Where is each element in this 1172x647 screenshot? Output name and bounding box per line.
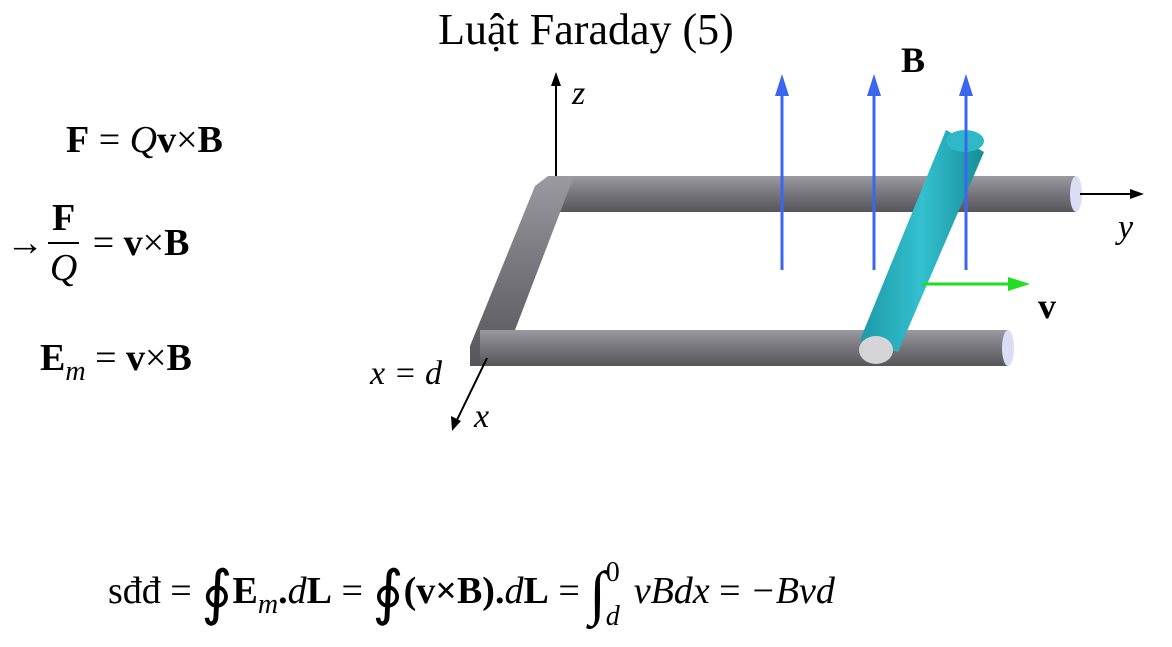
left-rail <box>470 176 574 366</box>
cross-product-sign: × <box>142 222 165 264</box>
equals-sign: = <box>83 222 124 264</box>
field-E-symbol: E <box>40 337 66 379</box>
differential-d: d <box>287 570 307 612</box>
contour-integral-sign: ∮ <box>372 560 404 626</box>
force-per-charge-equation: → F Q = v×B <box>6 196 189 290</box>
front-rail <box>480 330 1014 366</box>
equals-sign: = <box>709 570 751 612</box>
equals-sign: = <box>331 570 373 612</box>
emf-integral-equation: sđđ = ∮Em.dL = ∮(v×B).dL = ∫0dvBdx = −Bv… <box>108 548 835 632</box>
y-axis-label: y <box>1115 209 1134 246</box>
equals-sign: = <box>85 337 127 379</box>
charge-symbol: Q <box>129 119 158 161</box>
field-B-label: B <box>901 40 925 80</box>
fraction-denominator: Q <box>49 247 78 289</box>
field-symbol: B <box>197 119 223 161</box>
field-arrowhead <box>867 74 881 96</box>
velocity-arrow <box>922 277 1030 291</box>
x-axis <box>451 357 488 431</box>
lower-limit: d <box>605 601 620 632</box>
velocity-symbol: v <box>126 337 146 379</box>
back-rail <box>557 176 1082 212</box>
page-title: Luật Faraday (5) <box>438 5 734 54</box>
equals-sign: = <box>160 570 202 612</box>
z-axis <box>551 72 561 182</box>
x-equals-d-label: x = d <box>369 355 443 392</box>
upper-limit: 0 <box>605 557 620 588</box>
length-L-symbol: L <box>306 570 332 612</box>
field-arrowhead <box>959 74 973 96</box>
x-axis-label: x <box>473 398 489 435</box>
lorentz-force-equation: F = Qv×B <box>66 118 223 162</box>
differential-d: d <box>504 570 524 612</box>
emf-result: −Bvd <box>750 570 835 612</box>
length-L-symbol: L <box>523 570 549 612</box>
equals-sign: = <box>89 119 130 161</box>
cross-product-sign: × <box>176 119 198 161</box>
field-symbol: B <box>166 337 192 379</box>
field-symbol: B <box>164 222 190 264</box>
integral-sign: ∫ <box>589 560 606 626</box>
equals-sign: = <box>548 570 590 612</box>
field-E-symbol: E <box>232 570 258 612</box>
subscript-m: m <box>257 589 279 620</box>
velocity-symbol: v <box>157 119 177 161</box>
field-arrowhead <box>775 74 789 96</box>
dot-product: . <box>494 570 505 612</box>
integrand: vBdx <box>633 570 710 612</box>
dot-product: . <box>278 570 288 612</box>
magnetic-field-arrows <box>775 74 973 270</box>
motional-field-equation: Em = v×B <box>40 336 192 387</box>
cross-product-sign: × <box>145 337 167 379</box>
force-symbol: F <box>66 119 90 161</box>
y-axis <box>1080 189 1144 199</box>
z-axis-label: z <box>571 75 585 112</box>
fraction-numerator: F <box>48 196 80 244</box>
velocity-v-label: v <box>1038 286 1056 326</box>
velocity-symbol: v <box>123 222 143 264</box>
implies-arrow: → <box>6 222 44 264</box>
emf-symbol: sđđ <box>108 570 161 612</box>
contour-integral-sign: ∮ <box>201 560 233 626</box>
sliding-rod <box>859 130 984 364</box>
subscript-m: m <box>65 356 86 387</box>
cross-product-term: (v×B) <box>403 570 495 612</box>
